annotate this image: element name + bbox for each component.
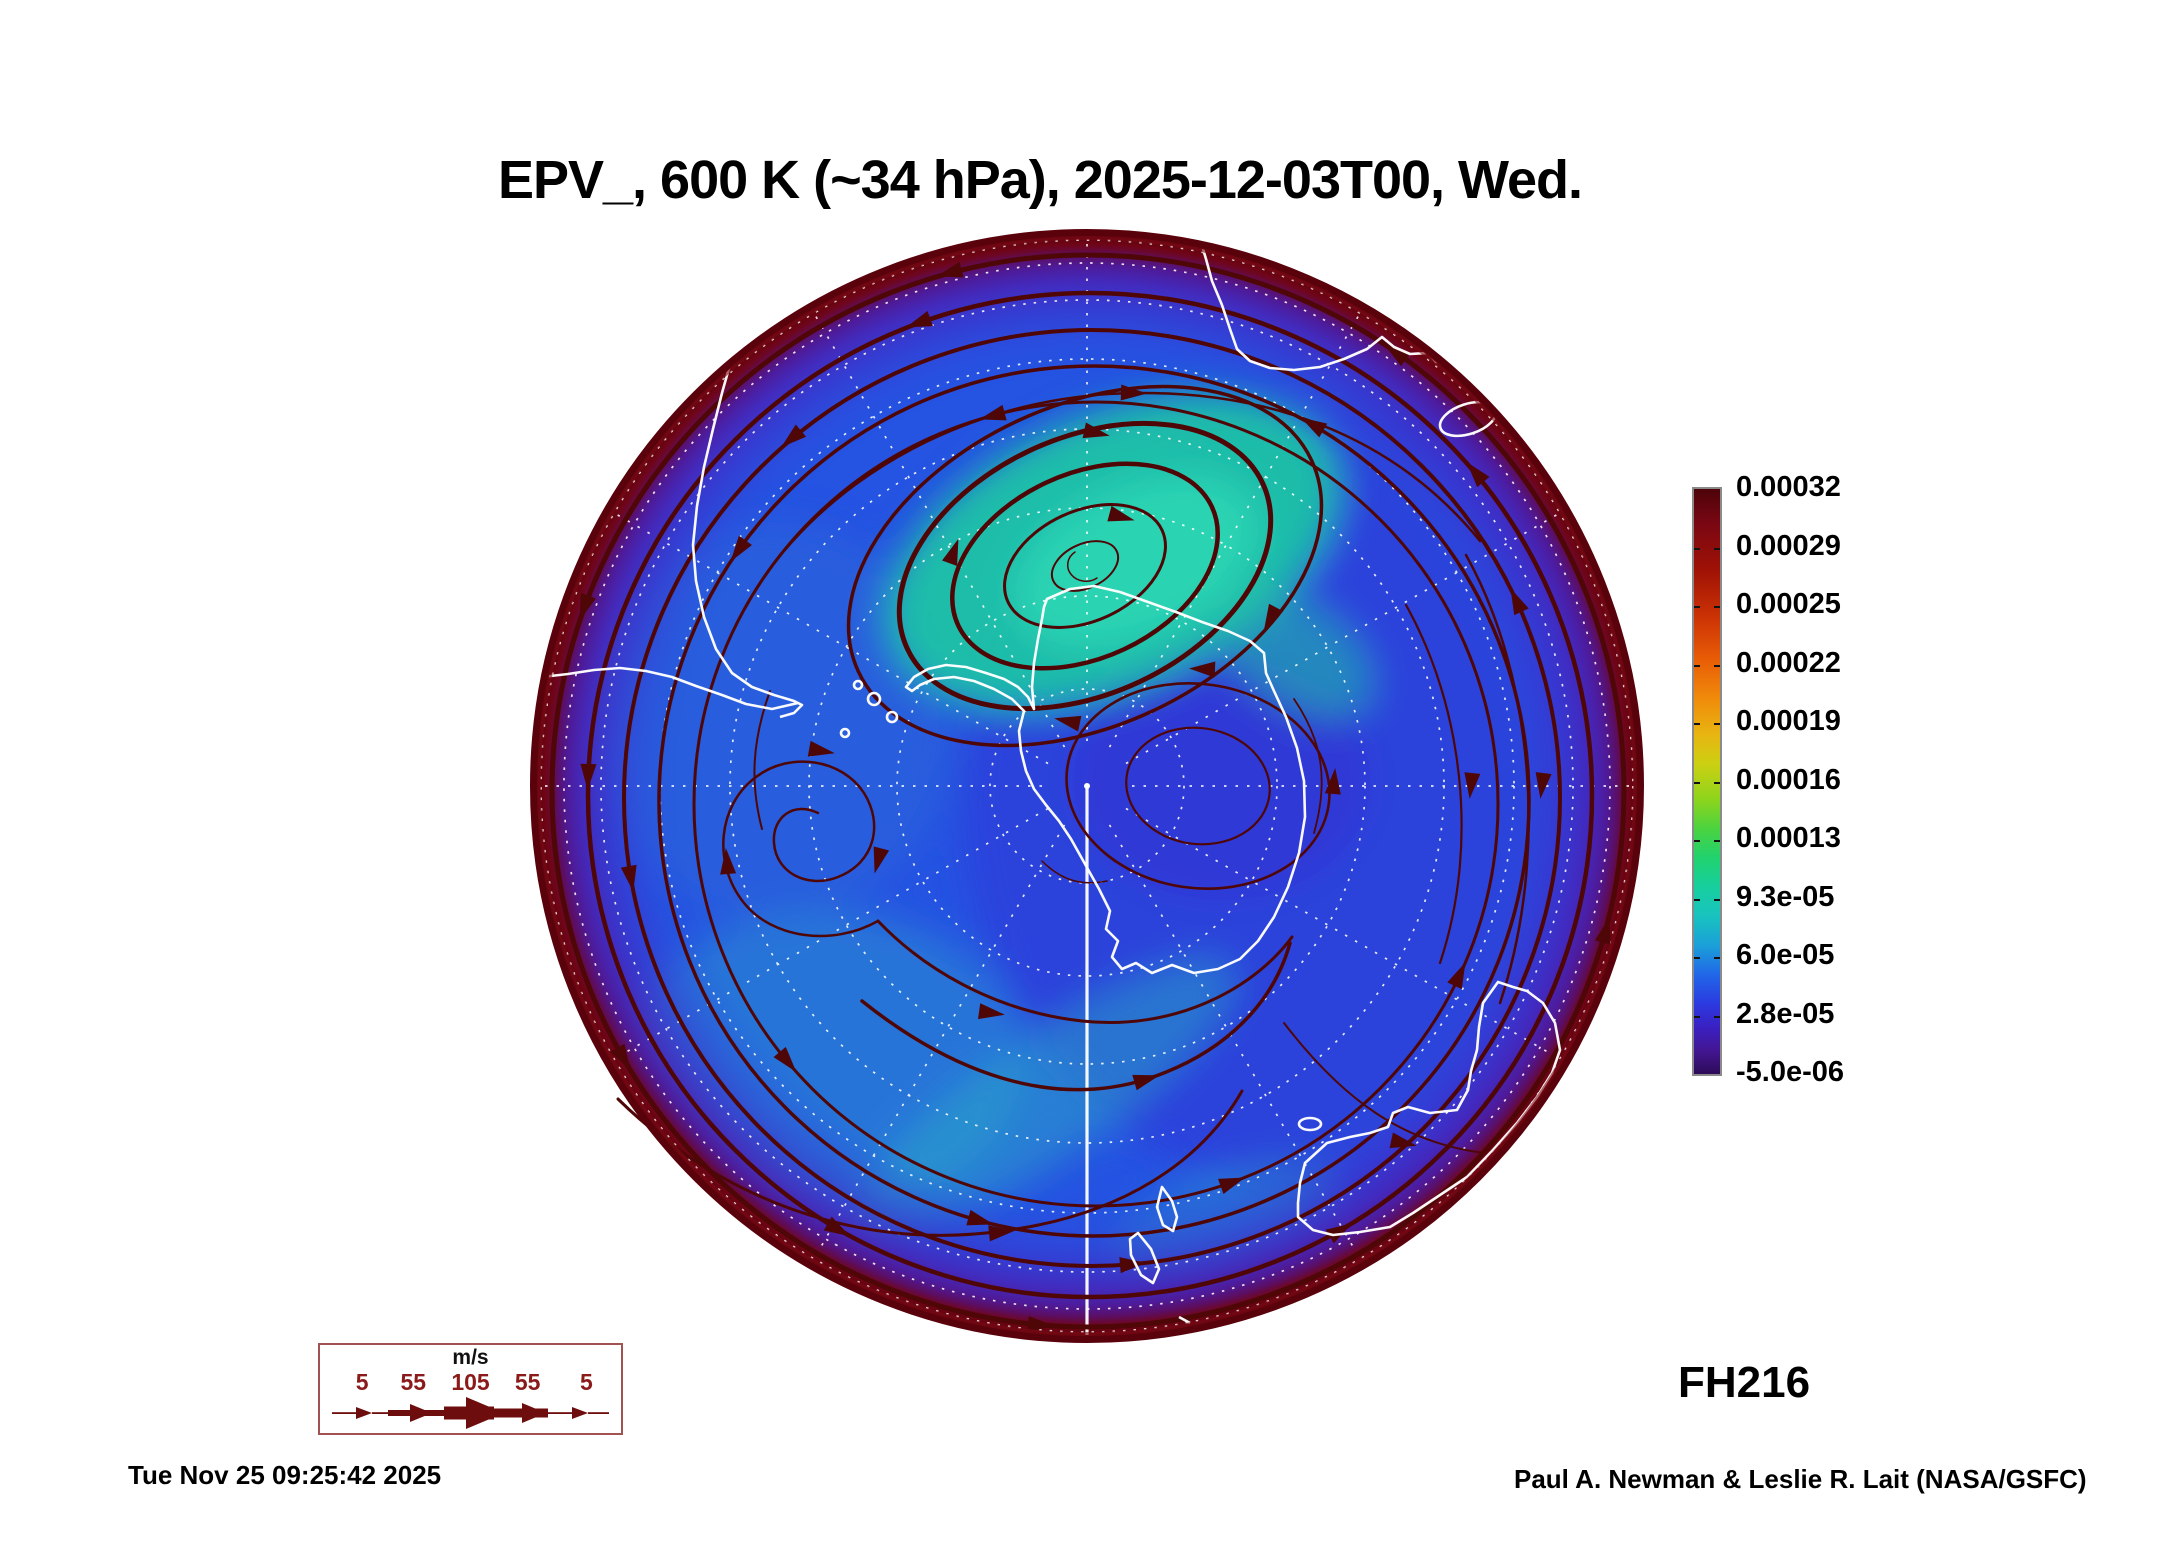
colorbar-label: 6.0e-05	[1736, 939, 1835, 971]
pole-dot	[1084, 783, 1090, 789]
wind-value: 5	[355, 1369, 369, 1395]
colorbar-labels: 0.00032 0.00029 0.00025 0.00022 0.00019 …	[1736, 472, 1926, 1087]
colorbar-label: 0.00019	[1736, 705, 1841, 737]
polar-map	[529, 229, 1644, 1343]
wind-unit-label: m/s	[452, 1346, 489, 1369]
wind-value-row: 5 55 105 55 5	[320, 1369, 621, 1395]
wind-speed-legend: m/s 5 55 105 55 5	[318, 1343, 623, 1435]
map-rim-ring	[530, 229, 1644, 1343]
plot-title: EPV_, 600 K (~34 hPa), 2025-12-03T00, We…	[497, 150, 1583, 210]
colorbar-gradient	[1692, 487, 1722, 1076]
colorbar-label: 0.00032	[1736, 471, 1841, 503]
colorbar-label: 0.00016	[1736, 763, 1841, 796]
wind-value: 55	[514, 1369, 541, 1395]
colorbar-label: 9.3e-05	[1736, 880, 1835, 913]
generation-timestamp: Tue Nov 25 09:25:42 2025	[128, 1460, 442, 1490]
wind-value: 55	[400, 1369, 427, 1395]
colorbar-label: 0.00029	[1736, 529, 1841, 562]
colorbar-label: 0.00013	[1736, 822, 1841, 854]
colorbar-label: 0.00025	[1736, 588, 1841, 620]
wind-streamlines	[549, 252, 1627, 1330]
map-rim-inner-ring	[537, 236, 1637, 1336]
colorbar-label: -5.0e-06	[1736, 1056, 1845, 1088]
forecast-hour-label: FH216	[1678, 1358, 1811, 1407]
credit-text: Paul A. Newman & Leslie R. Lait (NASA/GS…	[1514, 1464, 2087, 1494]
wind-value: 5	[579, 1369, 593, 1395]
wind-scale-arrow-glyph	[332, 1397, 609, 1429]
colorbar-label: 2.8e-05	[1736, 997, 1835, 1030]
colorbar-label: 0.00022	[1736, 646, 1841, 679]
wind-value: 105	[451, 1369, 490, 1395]
